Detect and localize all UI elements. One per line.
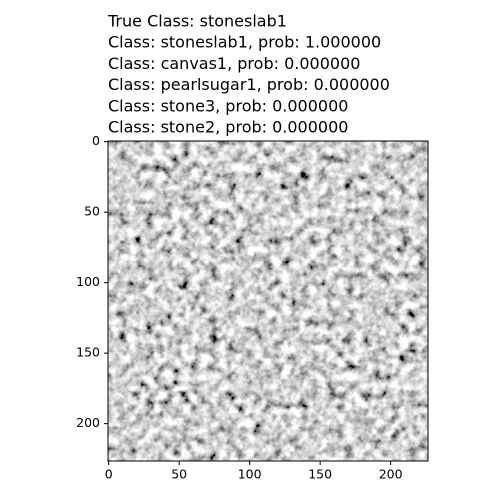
x-tick-label: 200 [379, 467, 403, 482]
y-tick-label: 50 [84, 204, 100, 219]
y-tick-label: 100 [76, 274, 100, 289]
title-line: True Class: stoneslab1 [107, 12, 287, 31]
y-tick-label: 200 [76, 415, 100, 430]
axes-frame [107, 140, 429, 462]
title-line: Class: canvas1, prob: 0.000000 [108, 54, 360, 73]
x-tick-label: 150 [308, 467, 332, 482]
x-tick-label: 0 [105, 467, 113, 482]
y-tick-label: 0 [92, 133, 100, 148]
texture-image [108, 141, 428, 461]
title-line: Class: pearlsugar1, prob: 0.000000 [108, 75, 390, 94]
y-tick-label: 150 [76, 345, 100, 360]
x-tick-label: 100 [238, 467, 262, 482]
title-line: Class: stone3, prob: 0.000000 [108, 96, 348, 115]
title-line: Class: stone2, prob: 0.000000 [108, 118, 348, 137]
title-line: Class: stoneslab1, prob: 1.000000 [108, 33, 381, 52]
x-tick-label: 50 [171, 467, 187, 482]
